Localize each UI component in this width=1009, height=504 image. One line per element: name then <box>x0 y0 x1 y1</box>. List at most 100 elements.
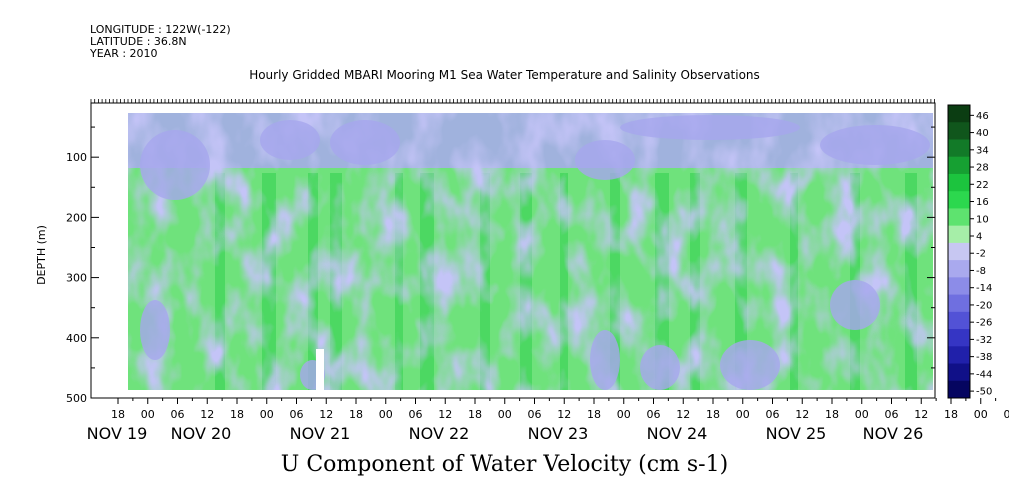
x-tick-label: 18 <box>349 408 363 421</box>
x-day-label: NOV 19 <box>87 424 148 443</box>
x-tick-label: 00 <box>379 408 393 421</box>
colorbar-segment <box>948 242 970 261</box>
colorbar-segment <box>948 329 970 347</box>
x-tick-label: 18 <box>230 408 244 421</box>
x-tick-label: 18 <box>587 408 601 421</box>
colorbar-segment <box>948 191 970 209</box>
x-tick-label: 06 <box>1004 408 1009 421</box>
velocity-blue-patch <box>140 130 210 200</box>
x-day-label: NOV 21 <box>290 424 351 443</box>
colorbar-frame <box>947 104 971 399</box>
colorbar-segment <box>948 260 970 278</box>
x-tick-label: 12 <box>795 408 809 421</box>
colorbar-segment <box>948 105 970 123</box>
velocity-blue-patch <box>620 115 800 140</box>
colorbar-segment <box>948 122 970 140</box>
colorbar-label: 4 <box>976 231 982 242</box>
x-tick-label: 00 <box>260 408 274 421</box>
x-tick-label: 18 <box>706 408 720 421</box>
colorbar-label: -20 <box>976 300 992 311</box>
x-tick-label: 12 <box>676 408 690 421</box>
colorbar-label: -2 <box>976 249 986 260</box>
missing-data-gap <box>316 349 324 390</box>
x-day-label: NOV 24 <box>647 424 708 443</box>
metadata-block: LONGITUDE : 122W(-122) LATITUDE : 36.8N … <box>90 24 231 60</box>
y-tick-label: 400 <box>66 332 87 345</box>
x-tick-label: 18 <box>825 408 839 421</box>
year-label: YEAR : 2010 <box>90 47 158 60</box>
x-tick-label: 06 <box>647 408 661 421</box>
colorbar-segment <box>948 346 970 365</box>
x-day-label: NOV 22 <box>409 424 470 443</box>
y-tick-label: 200 <box>66 211 87 224</box>
velocity-blue-patch <box>720 340 780 390</box>
colorbar-label: -32 <box>976 335 992 346</box>
x-tick-label: 18 <box>468 408 482 421</box>
x-tick-label: 06 <box>885 408 899 421</box>
x-tick-label: 12 <box>319 408 333 421</box>
x-tick-label: 06 <box>528 408 542 421</box>
velocity-blue-patch <box>330 120 400 165</box>
x-tick-label: 00 <box>141 408 155 421</box>
x-day-label: NOV 20 <box>171 424 232 443</box>
chart-title: Hourly Gridded MBARI Mooring M1 Sea Wate… <box>249 68 760 82</box>
colorbar-segment <box>948 156 970 175</box>
colorbar-label: -14 <box>976 283 992 294</box>
x-tick-label: 06 <box>409 408 423 421</box>
y-tick-label: 100 <box>66 151 87 164</box>
velocity-blue-patch <box>140 300 170 360</box>
colorbar-segment <box>948 294 970 313</box>
x-tick-label: 18 <box>944 408 958 421</box>
y-tick-label: 500 <box>66 392 87 405</box>
x-tick-label: 12 <box>200 408 214 421</box>
x-tick-label: 06 <box>171 408 185 421</box>
x-day-label: NOV 25 <box>766 424 827 443</box>
velocity-blue-patch <box>575 140 635 180</box>
colorbar-label: -26 <box>976 318 992 329</box>
colorbar-label: 46 <box>976 111 989 122</box>
x-day-label: NOV 23 <box>528 424 589 443</box>
velocity-blue-patch <box>820 125 930 165</box>
x-tick-label: 06 <box>290 408 304 421</box>
colorbar-label: 40 <box>976 128 989 139</box>
y-axis-title: DEPTH (m) <box>35 225 48 285</box>
colorbar-label: 34 <box>976 145 989 156</box>
colorbar-segment <box>948 380 970 399</box>
longitude-label: LONGITUDE : 122W(-122) <box>90 23 231 36</box>
colorbar-segment <box>948 173 970 192</box>
x-tick-label: 18 <box>111 408 125 421</box>
velocity-blue-patch <box>640 345 680 390</box>
velocity-blue-patch <box>830 280 880 330</box>
colorbar-label: -50 <box>976 387 992 398</box>
x-day-label: NOV 26 <box>863 424 924 443</box>
velocity-field-blue-patches <box>128 113 933 390</box>
colorbar-label: 22 <box>976 180 989 191</box>
colorbar-label: 16 <box>976 197 989 208</box>
colorbar-segment <box>948 225 970 244</box>
x-tick-label: 00 <box>974 408 988 421</box>
colorbar-label: 10 <box>976 214 989 225</box>
x-axis-title: U Component of Water Velocity (cm s-1) <box>280 452 729 477</box>
colorbar-segment <box>948 277 970 296</box>
x-tick-label: 00 <box>855 408 869 421</box>
velocity-blue-patch <box>590 330 620 390</box>
colorbar-segment <box>948 208 970 227</box>
x-tick-label: 12 <box>914 408 928 421</box>
velocity-blue-patch <box>260 120 320 160</box>
x-tick-label: 00 <box>736 408 750 421</box>
x-tick-label: 12 <box>557 408 571 421</box>
x-tick-label: 00 <box>617 408 631 421</box>
colorbar-segment <box>948 139 970 158</box>
colorbar-label: 28 <box>976 163 989 174</box>
colorbar-label: -44 <box>976 369 992 380</box>
x-tick-label: 12 <box>438 408 452 421</box>
colorbar-segment <box>948 311 970 330</box>
latitude-label: LATITUDE : 36.8N <box>90 35 187 48</box>
y-tick-label: 300 <box>66 272 87 285</box>
x-tick-label: 06 <box>766 408 780 421</box>
x-tick-label: 00 <box>498 408 512 421</box>
colorbar-label: -8 <box>976 266 986 277</box>
colorbar-label: -38 <box>976 352 992 363</box>
colorbar-segment <box>948 363 970 382</box>
